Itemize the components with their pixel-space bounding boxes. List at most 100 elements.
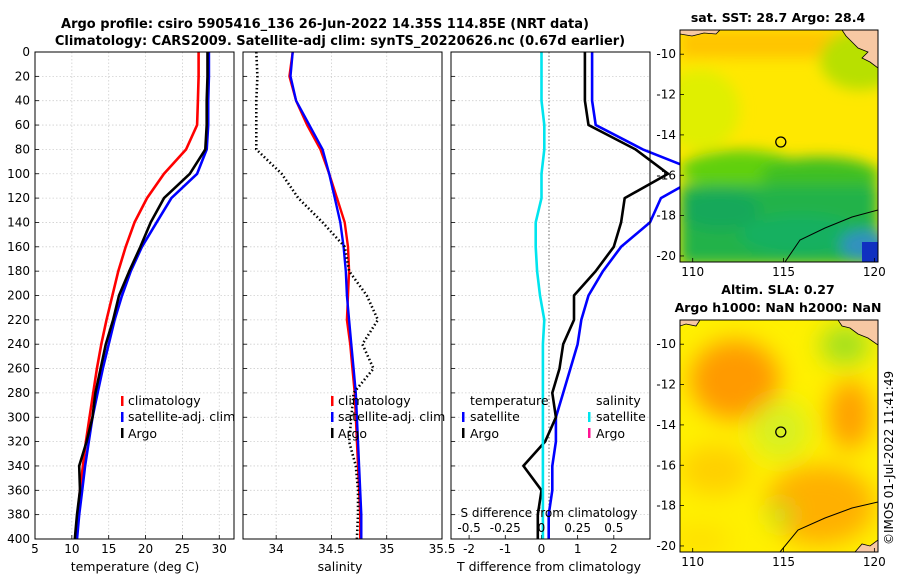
lat-tick-label: -16: [656, 168, 676, 182]
salinity-panel: 34 34.5 35 35.5 salinity climatology satell…: [242, 51, 456, 574]
legend-swatch-sal-satellite: [588, 412, 591, 422]
depth-tick-label: 40: [15, 94, 30, 108]
temperature-axes-frame: [34, 51, 235, 540]
difference-grid: [451, 51, 650, 540]
x-tick-label: 15: [101, 542, 116, 556]
x-tick-label: 0: [538, 542, 546, 556]
legend-swatch-temp-argo: [462, 428, 465, 438]
legend-label-sal-argo: Argo: [596, 426, 625, 441]
sla-map-image: [680, 320, 878, 552]
temperature-series: [73, 52, 211, 540]
series-line-climatology: [74, 52, 200, 540]
legend-label-argo: Argo: [338, 426, 367, 441]
legend-label-climatology: climatology: [128, 393, 201, 408]
series-line-argo: [73, 52, 209, 540]
coastline: [854, 539, 878, 552]
depth-tick-label: 260: [7, 362, 30, 376]
legend-header-temperature: temperature: [470, 393, 549, 408]
salinity-tick-labels: 34 34.5 35 35.5: [269, 542, 456, 556]
difference-legend: temperature satellite Argo salinity sate…: [462, 393, 646, 441]
difference-axes-frame: [450, 51, 651, 540]
lat-tick-label: -18: [656, 209, 676, 223]
legend-swatch-satellite: [121, 412, 124, 422]
bathymetry-contour: [784, 209, 878, 262]
difference-panel: -2 -1 0 1 2 T difference from climatology S …: [450, 51, 706, 574]
legend-swatch-sal-argo: [588, 428, 591, 438]
lon-tick-label: 110: [681, 555, 704, 569]
series-line-salinity-satellite: [534, 52, 546, 539]
depth-tick-label: 140: [7, 215, 30, 229]
s-tick-label: 0.5: [604, 521, 623, 535]
lat-tick-label: -10: [656, 337, 676, 351]
lat-tick-label: -16: [656, 458, 676, 472]
depth-tick-label: 280: [7, 386, 30, 400]
s-tick-label: 0: [538, 521, 546, 535]
series-line-argo: [254, 51, 380, 540]
depth-tick-label: 80: [15, 142, 30, 156]
figure-title-line1: Argo profile: csiro 5905416_136 26-Jun-2…: [61, 17, 589, 32]
s-tick-label: 0.25: [564, 521, 591, 535]
legend-label-temp-argo: Argo: [470, 426, 499, 441]
depth-tick-labels: 0 20 40 60 80 100 120 140 160 180 200 220 240 260 280 3…: [7, 45, 30, 546]
lat-tick-label: -20: [656, 539, 676, 553]
sla-map: Altim. SLA: 0.27 Argo h1000: NaN h2000: …: [656, 282, 885, 569]
x-tick-label: 20: [138, 542, 153, 556]
salinity-axes-frame: [242, 51, 443, 540]
lon-tick-label: 120: [863, 555, 886, 569]
x-tick-label: -2: [463, 542, 475, 556]
temperature-legend: climatology satellite-adj. clim Argo: [121, 393, 235, 441]
lat-tick-label: -12: [656, 88, 676, 102]
legend-label-temp-satellite: satellite: [470, 409, 520, 424]
lat-tick-label: -14: [656, 418, 676, 432]
sst-map: sat. SST: 28.7 Argo: 28.4 -10-12-14-16-1…: [656, 10, 886, 279]
x-tick-label: 10: [64, 542, 79, 556]
t-difference-tick-labels: -2 -1 0 1 2: [463, 542, 618, 556]
depth-tick-label: 320: [7, 435, 30, 449]
series-line-temperature-satellite: [547, 52, 706, 539]
sst-map-frame: [679, 29, 879, 263]
sst-map-title: sat. SST: 28.7 Argo: 28.4: [691, 10, 866, 25]
legend-label-argo: Argo: [128, 426, 157, 441]
x-tick-label: -1: [499, 542, 511, 556]
series-line-temperature-argo: [522, 52, 670, 539]
depth-tick-label: 0: [22, 45, 30, 59]
legend-swatch-climatology: [121, 396, 124, 406]
argo-position-marker: [775, 136, 787, 148]
lat-tick-label: -20: [656, 249, 676, 263]
sla-map-title-line1: Altim. SLA: 0.27: [721, 282, 834, 297]
argo-position-marker: [775, 426, 787, 438]
sst-map-image: [680, 30, 878, 262]
salinity-series: [254, 51, 380, 540]
t-difference-xlabel: T difference from climatology: [456, 559, 642, 574]
temperature-panel: 0 20 40 60 80 100 120 140 160 180 200 220 240 260 280 3…: [7, 45, 235, 574]
depth-tick-label: 180: [7, 264, 30, 278]
sla-map-frame: [679, 319, 879, 553]
imos-watermark: ©IMOS 01-Jul-2022 11:41:49: [882, 371, 896, 545]
depth-tick-label: 200: [7, 289, 30, 303]
x-tick-label: 34: [269, 542, 284, 556]
s-difference-tick-labels: -0.5 -0.25 0 0.25 0.5: [457, 521, 623, 535]
lat-tick-label: -10: [656, 47, 676, 61]
lat-tick-label: -12: [656, 378, 676, 392]
legend-swatch-argo: [121, 428, 124, 438]
depth-tick-label: 380: [7, 508, 30, 522]
sla-lat-tick-labels: -10 -12 -14 -16 -18 -20: [656, 337, 684, 553]
legend-swatch-temp-satellite: [462, 412, 465, 422]
coastline: [680, 320, 701, 327]
depth-tick-label: 400: [7, 532, 30, 546]
legend-label-climatology: climatology: [338, 393, 411, 408]
x-tick-label: 35.5: [429, 542, 456, 556]
s-tick-label: -0.5: [457, 521, 480, 535]
legend-swatch-satellite: [331, 412, 334, 422]
temperature-grid: [34, 51, 234, 540]
salinity-grid: [243, 51, 443, 540]
x-tick-label: 25: [175, 542, 190, 556]
depth-tick-label: 240: [7, 337, 30, 351]
lon-tick-label: 115: [772, 265, 795, 279]
lon-tick-label: 120: [863, 265, 886, 279]
legend-label-satellite: satellite-adj. clim: [338, 409, 445, 424]
x-tick-label: 5: [31, 542, 39, 556]
x-tick-label: 34.5: [318, 542, 345, 556]
depth-tick-label: 160: [7, 240, 30, 254]
